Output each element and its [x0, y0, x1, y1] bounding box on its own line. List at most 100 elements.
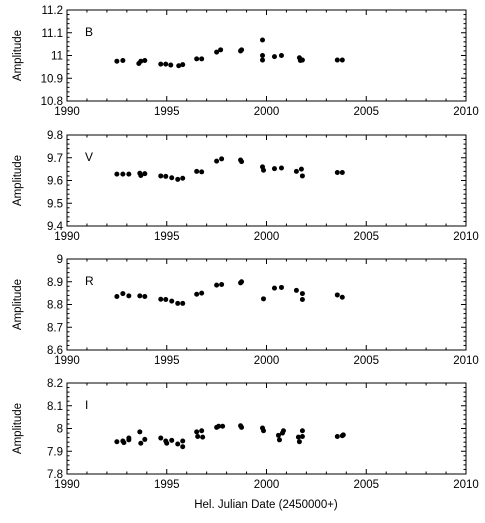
data-point	[137, 293, 143, 299]
panel-label: I	[85, 398, 88, 412]
y-axis-title: Amplitude	[12, 279, 24, 330]
data-point	[334, 433, 340, 439]
data-point	[137, 429, 143, 435]
data-point	[239, 424, 245, 430]
data-point	[339, 170, 345, 176]
data-point	[214, 49, 220, 55]
data-point	[220, 423, 226, 429]
x-tick-label: 2010	[453, 479, 479, 491]
data-point	[334, 57, 340, 63]
data-point	[169, 437, 175, 443]
x-tick-label: 2005	[353, 106, 379, 118]
data-point	[158, 296, 164, 302]
x-tick-label: 2010	[453, 231, 479, 243]
data-point	[194, 56, 200, 62]
data-point	[163, 61, 169, 67]
x-tick-label: 2010	[453, 106, 479, 118]
data-point	[163, 296, 169, 302]
y-tick-label: 11.2	[41, 5, 63, 17]
data-point	[180, 300, 186, 306]
data-point	[299, 173, 305, 179]
data-point	[121, 440, 127, 446]
plot-frame	[66, 9, 467, 102]
data-point	[142, 171, 148, 177]
y-tick-label: 8.8	[47, 300, 63, 312]
data-point	[271, 285, 277, 291]
data-point	[180, 438, 186, 444]
data-point	[114, 439, 120, 445]
data-point	[218, 47, 224, 53]
data-point	[175, 300, 181, 306]
data-point	[276, 437, 282, 443]
y-tick-label: 9.6	[47, 176, 63, 188]
data-point	[334, 292, 340, 298]
y-tick-label: 10.9	[41, 73, 63, 85]
y-tick-label: 8.1	[47, 401, 63, 413]
data-point	[299, 428, 305, 434]
data-point	[239, 47, 245, 53]
data-point	[142, 58, 148, 64]
plot-frame	[66, 382, 467, 475]
data-point	[164, 440, 170, 446]
y-tick-label: 7.9	[47, 446, 63, 458]
data-point	[280, 428, 286, 434]
data-point	[175, 176, 181, 182]
y-tick-label: 8.9	[47, 277, 63, 289]
y-tick-label: 7.8	[47, 469, 63, 481]
data-point	[299, 433, 305, 439]
data-point	[340, 432, 346, 438]
x-tick-label: 1995	[154, 231, 180, 243]
panel-v: 1990 1995 2000 2005 2010 9.4 9.5 9.6 9.7 9.8 Ampli…	[12, 130, 479, 243]
x-tick-label: 2005	[353, 231, 379, 243]
x-tick-label: 2005	[353, 355, 379, 367]
data-point	[199, 428, 205, 434]
y-axis-title: Amplitude	[12, 403, 24, 454]
y-tick-label: 11.1	[41, 28, 63, 40]
data-point	[120, 291, 126, 297]
data-point	[271, 166, 277, 172]
plot-frame	[66, 134, 467, 227]
data-point	[142, 294, 148, 300]
panel-label: R	[85, 274, 94, 288]
panel-label: V	[85, 150, 93, 164]
data-point	[260, 57, 266, 63]
y-tick-label: 8.2	[47, 378, 63, 390]
data-point	[295, 434, 301, 440]
data-point	[339, 294, 345, 300]
plot-frame	[66, 258, 467, 351]
y-tick-label: 9.5	[47, 198, 63, 210]
data-point	[299, 57, 305, 63]
data-point	[296, 439, 302, 445]
data-point	[163, 173, 169, 179]
data-point	[219, 156, 225, 162]
data-point	[239, 159, 245, 165]
data-point	[239, 279, 245, 285]
data-point	[293, 168, 299, 174]
data-point	[169, 175, 175, 181]
data-point	[299, 296, 305, 302]
data-point	[114, 58, 120, 64]
x-tick-label: 1990	[54, 106, 80, 118]
x-tick-label: 1990	[54, 479, 80, 491]
data-point	[261, 167, 267, 173]
data-point	[180, 444, 186, 450]
data-point	[216, 423, 222, 429]
data-point	[168, 62, 174, 68]
x-tick-label: 1995	[154, 106, 180, 118]
data-point	[299, 291, 305, 297]
y-axis-title: Amplitude	[12, 155, 24, 206]
data-point	[120, 171, 126, 177]
data-point	[261, 296, 267, 302]
data-point	[114, 294, 120, 300]
x-tick-label: 2000	[254, 106, 280, 118]
data-point	[298, 166, 304, 172]
data-point	[194, 168, 200, 174]
data-point	[261, 428, 267, 434]
y-tick-label: 9.7	[47, 153, 63, 165]
x-axis-title: Hel. Julian Date (2450000+)	[194, 499, 338, 511]
y-tick-label: 8	[57, 424, 63, 436]
x-tick-label: 1995	[154, 355, 180, 367]
data-point	[138, 172, 144, 178]
data-point	[158, 61, 164, 67]
